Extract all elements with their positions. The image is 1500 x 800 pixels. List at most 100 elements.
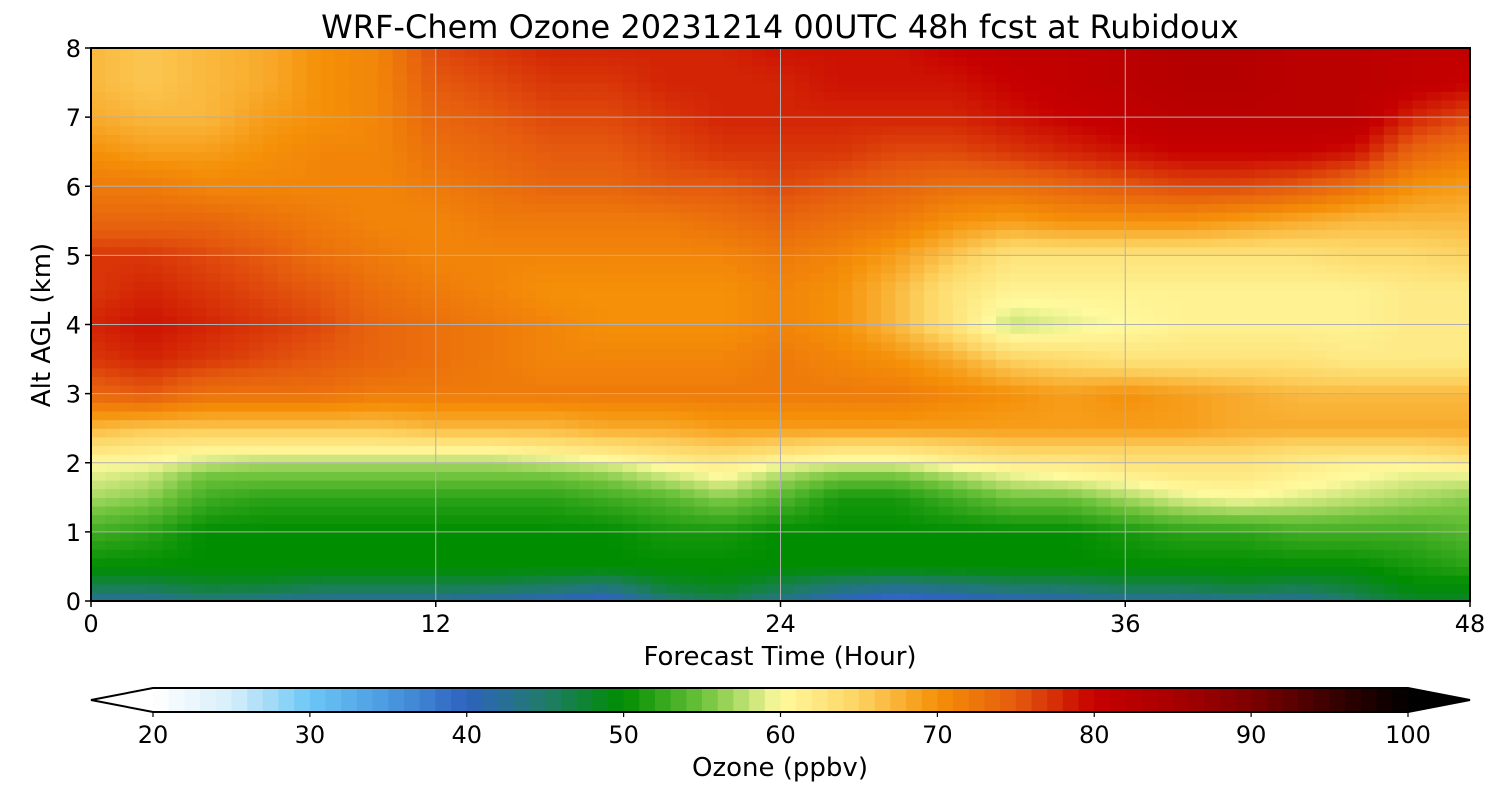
field-cell [1153, 462, 1169, 472]
field-cell [249, 238, 264, 248]
field-cell [852, 566, 868, 576]
field-cell [148, 445, 164, 455]
field-cell [1369, 454, 1385, 464]
field-cell [665, 488, 681, 498]
field-cell [277, 566, 293, 576]
field-cell [766, 497, 782, 507]
field-cell [493, 592, 509, 601]
field-cell [191, 419, 207, 429]
field-cell [995, 220, 1011, 231]
field-cell [665, 436, 681, 447]
field-cell [234, 575, 250, 585]
field-cell [191, 246, 207, 256]
field-cell [1240, 462, 1256, 472]
field-cell [536, 151, 552, 161]
field-cell [1225, 220, 1241, 231]
field-cell [1010, 419, 1026, 429]
field-cell [1383, 367, 1399, 377]
field-cell [852, 376, 868, 386]
field-cell [320, 281, 336, 291]
field-cell [751, 540, 767, 550]
field-cell [1211, 238, 1227, 248]
field-cell [1024, 359, 1040, 369]
field-cell [1197, 445, 1213, 455]
field-cell [392, 264, 408, 274]
field-cell [478, 359, 494, 369]
field-cell [1311, 592, 1327, 601]
field-cell [1268, 238, 1284, 248]
field-cell [478, 471, 494, 481]
field-cell [708, 289, 724, 300]
field-cell [794, 315, 810, 326]
field-cell [1125, 410, 1141, 421]
field-cell [1311, 359, 1327, 369]
field-cell [1082, 480, 1098, 490]
field-cell [780, 168, 796, 179]
field-cell [967, 324, 983, 334]
field-cell [780, 212, 796, 222]
field-cell [407, 557, 422, 568]
field-cell [651, 238, 667, 248]
field-cell [622, 229, 638, 239]
field-cell [220, 505, 236, 516]
field-cell [1326, 419, 1342, 429]
field-cell [378, 186, 394, 196]
field-cell [205, 557, 221, 568]
field-cell [694, 428, 710, 438]
field-cell [737, 151, 753, 161]
field-cell [995, 384, 1011, 395]
field-cell [1240, 246, 1256, 256]
field-cell [651, 480, 667, 490]
field-cell [751, 549, 767, 559]
field-cell [1240, 151, 1256, 161]
field-cell [1182, 186, 1198, 196]
field-cell [1182, 428, 1198, 438]
field-cell [1340, 220, 1356, 231]
field-cell [1383, 177, 1399, 187]
field-cell [924, 462, 940, 472]
field-cell [1082, 281, 1098, 291]
field-cell [292, 229, 308, 239]
field-cell [837, 359, 853, 369]
field-cell [378, 376, 394, 386]
field-cell [507, 177, 523, 187]
field-cell [450, 186, 466, 196]
field-cell [1340, 488, 1356, 498]
field-cell [967, 289, 983, 300]
field-cell [1254, 168, 1270, 179]
field-cell [450, 272, 466, 282]
field-cell [794, 462, 810, 472]
field-cell [1455, 445, 1470, 455]
field-cell [421, 160, 437, 170]
field-cell [1168, 566, 1184, 576]
field-cell [1311, 384, 1327, 395]
field-cell [1010, 315, 1026, 326]
field-cell [292, 289, 308, 300]
field-cell [1340, 514, 1356, 524]
field-cell [852, 583, 868, 593]
field-cell [119, 549, 135, 559]
field-cell [464, 480, 480, 490]
field-cell [723, 160, 738, 170]
field-cell [1225, 419, 1241, 429]
field-cell [1153, 488, 1169, 498]
field-cell [1297, 246, 1313, 256]
field-cell [378, 255, 394, 265]
field-cell [162, 393, 178, 403]
field-cell [1455, 203, 1470, 213]
field-cell [981, 160, 997, 170]
field-cell [234, 359, 250, 369]
field-cell [593, 324, 609, 334]
field-cell [450, 151, 466, 161]
field-cell [723, 540, 738, 550]
field-cell [1340, 402, 1356, 412]
field-cell [162, 531, 178, 542]
field-cell [1412, 488, 1428, 498]
field-cell [1096, 445, 1112, 455]
field-cell [909, 445, 925, 455]
field-cell [1369, 272, 1385, 282]
field-cell [1326, 445, 1342, 455]
field-cell [694, 341, 710, 352]
field-cell [679, 531, 695, 542]
field-cell [292, 393, 308, 403]
